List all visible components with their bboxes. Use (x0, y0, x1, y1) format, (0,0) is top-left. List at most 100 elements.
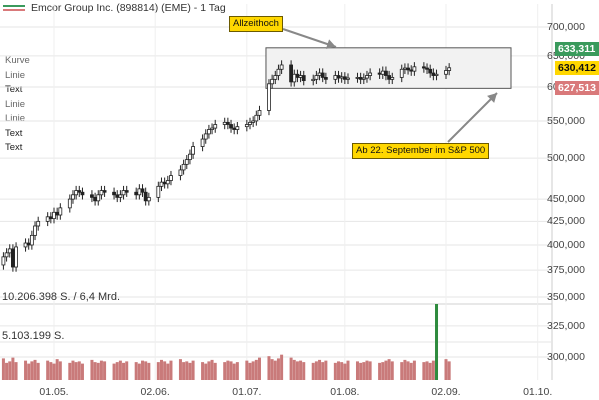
volume-bar (406, 361, 410, 380)
volume-bar (144, 361, 148, 380)
volume-bar (444, 359, 448, 380)
price-tag-high: 633,311 (555, 41, 599, 56)
candle (90, 190, 94, 203)
candle (118, 190, 123, 203)
side-item-text-3[interactable]: Text (5, 142, 23, 153)
candle-body (368, 72, 373, 76)
side-item-linie-2[interactable]: Linie (5, 98, 26, 110)
volume-bar (156, 362, 160, 380)
volume-bar (99, 360, 103, 380)
side-item-kurve[interactable]: Kurve (5, 55, 30, 66)
candle (412, 62, 417, 76)
side-item-linie-3[interactable]: Linie (5, 113, 26, 124)
candle-body (387, 75, 391, 80)
y-tick-label: 325,000 (547, 319, 585, 332)
volume-bar (343, 363, 347, 380)
volume-bar (324, 360, 328, 380)
candle-body (229, 124, 233, 129)
candle (33, 221, 37, 241)
candle-body (93, 196, 97, 202)
candle-body (191, 146, 195, 155)
y-tick-label: 425,000 (547, 215, 585, 228)
candle (314, 70, 319, 85)
candle-body (390, 77, 395, 80)
candle (11, 244, 15, 272)
volume-bar (226, 360, 230, 380)
volume-bar (428, 362, 432, 380)
candle-body (77, 190, 82, 193)
volume-bar (403, 359, 407, 380)
candle-body (279, 64, 284, 70)
candle (124, 185, 129, 197)
candle-body (159, 181, 164, 187)
candle (232, 123, 237, 135)
volume-bar (71, 360, 75, 380)
candle (55, 207, 60, 220)
candle-body (55, 211, 60, 216)
candle-body (203, 133, 208, 140)
candles (1, 60, 452, 272)
candle (134, 187, 139, 200)
annotation-sp500[interactable]: Ab 22. September im S&P 500 (352, 143, 490, 159)
volume-bar (80, 363, 84, 380)
candle-body (52, 211, 56, 220)
chart-title: Emcor Group Inc. (898814) (EME) - 1 Tag (31, 2, 226, 14)
candle-body (232, 127, 237, 130)
volume-bar (11, 357, 15, 380)
side-tool-list: Kurve Linie Text Linie Linie Text Text (5, 54, 30, 156)
volume-bar (74, 362, 78, 380)
y-tick-label: 500,000 (547, 152, 585, 165)
candle-body (235, 126, 240, 130)
volume-bar (68, 362, 72, 380)
candle (210, 123, 214, 135)
candle-body (248, 121, 252, 125)
volume-bar (340, 362, 344, 380)
volume-bar (1, 358, 5, 380)
candle (203, 129, 208, 144)
volume-bar (387, 359, 391, 380)
volume-bar (159, 359, 163, 380)
side-item-text-2[interactable]: Text (5, 127, 23, 139)
volume-bar (36, 362, 40, 380)
volume-bar (400, 362, 404, 380)
volume-bar (115, 362, 119, 380)
volume-bar (166, 363, 170, 380)
candle-body (365, 75, 369, 79)
volume-bar (422, 362, 426, 380)
candle (244, 119, 249, 132)
candle (137, 184, 142, 200)
volume-bar (365, 360, 369, 380)
candle (26, 238, 31, 250)
range-box (265, 47, 512, 89)
volume-bar (185, 361, 189, 380)
volume-bar (359, 362, 363, 380)
candle-body (355, 77, 360, 79)
x-tick-label: 01.08. (330, 386, 360, 398)
candle-body (74, 190, 79, 196)
volume-bar (93, 362, 97, 380)
volume-bar (390, 361, 394, 380)
volume-bar (24, 360, 28, 380)
candle-body (188, 153, 192, 161)
side-item-text-1[interactable]: Text (5, 84, 23, 95)
candle (323, 72, 328, 85)
volume-bar (368, 361, 372, 380)
candle-body (121, 190, 126, 196)
volume-bar (96, 362, 100, 380)
green-red-line-icon (3, 2, 25, 14)
annotation-all-time-high[interactable]: Allzeithoch (229, 16, 283, 32)
candle-body (181, 163, 186, 171)
side-item-linie-1[interactable]: Linie (5, 69, 26, 81)
candle-body (289, 64, 293, 83)
candle-body (4, 252, 9, 258)
volume-bar (302, 362, 306, 380)
candle-body (412, 66, 417, 72)
price-tag-current: 630,412 (555, 60, 599, 75)
candle-body (14, 246, 18, 268)
volume-bar (33, 359, 37, 380)
candle (156, 181, 161, 203)
x-tick-label: 01.10. (523, 386, 553, 398)
candle-body (11, 248, 15, 268)
volume-bar (321, 362, 325, 380)
